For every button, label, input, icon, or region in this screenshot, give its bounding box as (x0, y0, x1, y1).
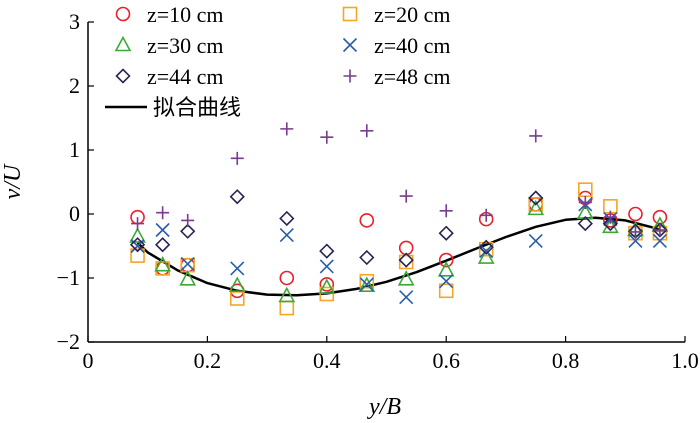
legend-marker (114, 35, 132, 52)
y-tick-label: −2 (57, 329, 80, 354)
data-point (399, 290, 414, 305)
data-point (528, 233, 543, 248)
data-point (438, 252, 454, 268)
legend: z=10 cm z=20 cm z=30 cm z=40 cm z=44 cm z=48 … (105, 2, 451, 121)
data-point (279, 228, 294, 243)
data-point (280, 122, 294, 136)
data-point (155, 261, 170, 276)
data-point (229, 291, 245, 306)
legend-fit-label: 拟合曲线 (153, 96, 241, 121)
data-point (628, 206, 643, 222)
data-point (398, 254, 414, 270)
legend-label: z=40 cm (374, 33, 451, 58)
data-point (359, 249, 375, 266)
data-point (628, 233, 643, 248)
y-axis-label: v/U (0, 163, 26, 199)
data-point (478, 239, 494, 255)
x-tick-label: 0.6 (432, 348, 460, 373)
data-points-layer (129, 122, 669, 316)
x-tick-label: 0 (83, 348, 94, 373)
y-tick-label: 1 (69, 137, 80, 162)
data-point (398, 252, 414, 268)
data-point (154, 237, 171, 253)
data-point (603, 210, 617, 224)
legend-label: z=44 cm (147, 64, 224, 89)
legend-label: z=48 cm (374, 64, 451, 89)
axes: 0 0.2 0.4 0.6 0.8 1.0 −2 −1 0 1 2 3 (57, 9, 699, 373)
data-point (180, 223, 196, 239)
data-point (129, 237, 146, 253)
x-tick-label: 0.2 (194, 348, 222, 373)
y-tick-label: 2 (69, 73, 80, 98)
data-point (319, 259, 334, 274)
legend-marker (343, 69, 357, 83)
data-point (360, 124, 374, 138)
legend-marker (342, 6, 358, 22)
data-point (529, 129, 543, 143)
data-point (229, 189, 245, 205)
data-point (479, 208, 493, 222)
data-point (437, 261, 455, 277)
data-point (154, 256, 171, 272)
y-tick-label: −1 (57, 265, 80, 290)
data-point (318, 278, 336, 294)
data-point (528, 190, 544, 206)
data-point (155, 222, 170, 238)
data-point (439, 204, 453, 218)
data-point (180, 256, 195, 271)
data-point (477, 248, 495, 264)
data-point (278, 286, 296, 303)
x-tick-label: 0.8 (552, 348, 580, 373)
data-point (319, 243, 335, 259)
legend-marker (115, 68, 131, 84)
y-tick-label: 0 (69, 201, 80, 226)
legend-label: z=30 cm (147, 33, 224, 58)
data-point (527, 199, 545, 216)
data-point (180, 257, 195, 273)
data-point (279, 270, 295, 286)
data-point (578, 195, 592, 209)
data-point (320, 130, 334, 144)
legend-label: z=20 cm (374, 2, 451, 27)
y-tick-label: 3 (69, 9, 80, 34)
data-point (577, 215, 593, 232)
data-point (228, 276, 246, 292)
data-point (438, 283, 454, 299)
x-axis-label: y/B (367, 394, 401, 420)
data-point (130, 248, 145, 263)
data-point (359, 277, 374, 292)
data-point (652, 233, 667, 248)
data-point (230, 261, 245, 276)
data-point (358, 276, 376, 292)
data-point (479, 244, 494, 259)
data-point (439, 274, 454, 289)
data-point (359, 213, 375, 228)
legend-marker (115, 6, 131, 22)
data-point (156, 206, 170, 220)
data-point (397, 270, 415, 286)
data-point (602, 215, 619, 232)
data-point (478, 241, 494, 257)
data-point (279, 300, 295, 316)
data-point (399, 189, 413, 203)
data-point (319, 286, 335, 302)
data-point (279, 210, 295, 227)
data-point (230, 151, 244, 165)
x-tick-label: 1.0 (671, 348, 699, 373)
x-tick-label: 0.4 (313, 348, 341, 373)
legend-marker (342, 37, 358, 53)
data-point (653, 223, 667, 237)
legend-label: z=10 cm (147, 2, 224, 27)
data-point (181, 213, 195, 227)
data-point (179, 270, 197, 286)
data-point (438, 225, 454, 241)
data-point (319, 277, 335, 292)
data-point (628, 225, 642, 239)
data-point (359, 273, 375, 289)
data-point (131, 217, 145, 231)
data-point (528, 197, 544, 212)
data-point (129, 227, 146, 243)
